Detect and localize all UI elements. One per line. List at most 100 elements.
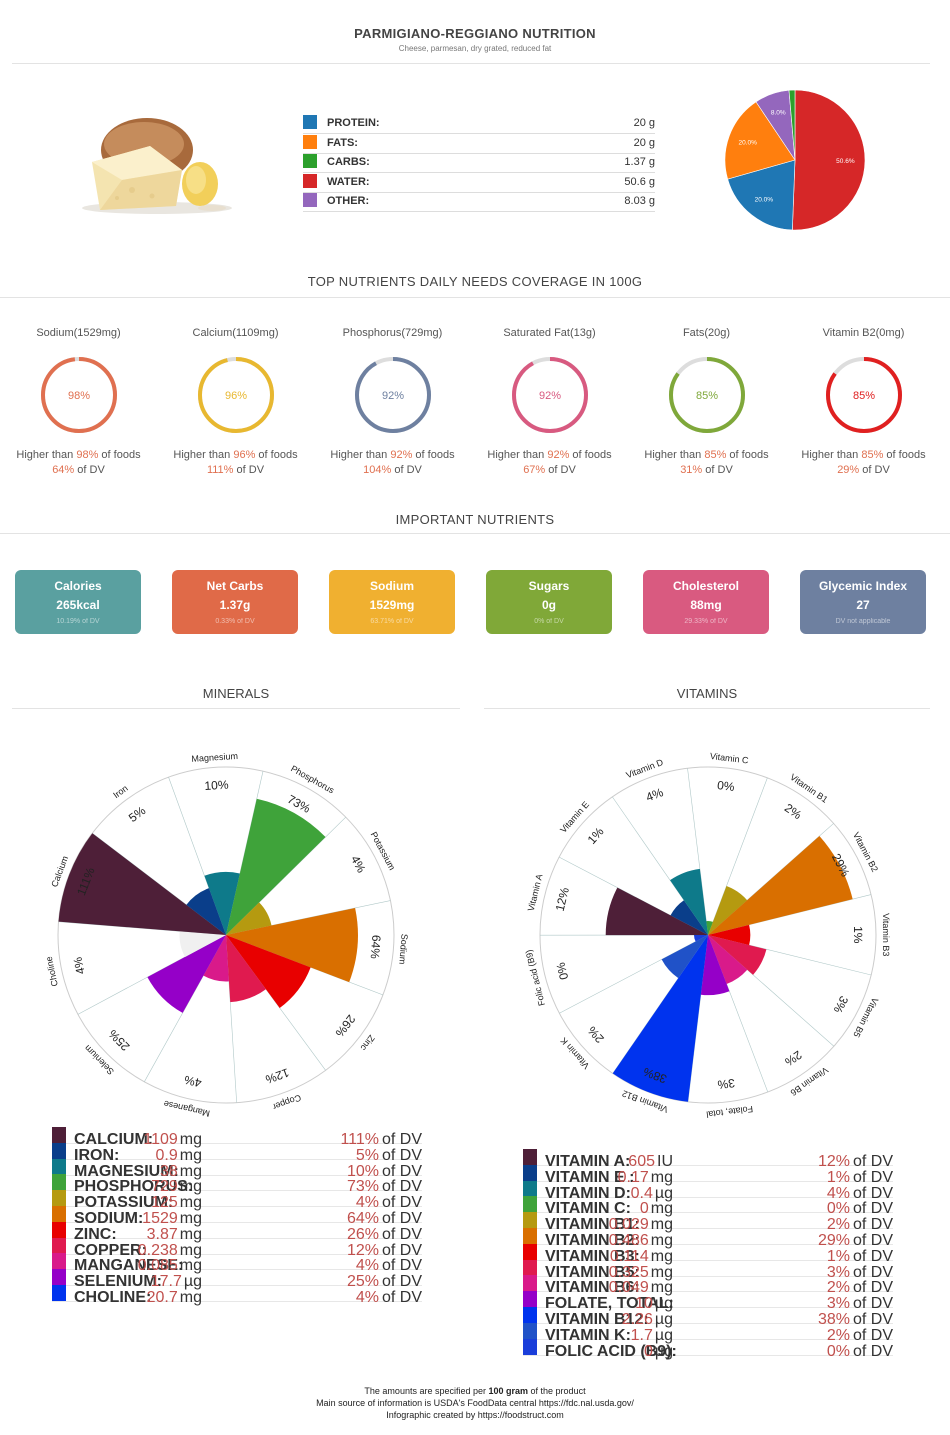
coverage-text: of DV <box>233 464 265 476</box>
row-unit: µg <box>654 1326 673 1344</box>
macro-name: OTHER: <box>327 195 370 207</box>
table-row: VITAMIN B6: 0.049 mg 2% of DV <box>523 1275 893 1296</box>
row-dv-suffix: of DV <box>852 1153 893 1170</box>
polar-category-label: Zinc <box>358 1033 377 1053</box>
row-dv-value: 1% <box>826 1247 850 1265</box>
row-value: 0.238 mg <box>122 1242 202 1260</box>
coverage-percent-text: 92% <box>547 449 570 461</box>
row-dv-suffix: of DV <box>381 1178 422 1196</box>
row-value: 0.114 mg <box>593 1248 673 1266</box>
row-value: 1.7 µg <box>593 1327 673 1345</box>
table-row: VITAMIN B2: 0.486 mg 29% of DV <box>523 1228 893 1249</box>
row-dv: 12% of DV <box>347 1242 422 1260</box>
coverage-item: Saturated Fat(13g) 92% Higher than 92% of … <box>471 327 628 476</box>
coverage-dv-value: 111% <box>206 464 234 476</box>
row-swatch <box>523 1322 537 1339</box>
row-name: VITAMIN B1: <box>545 1216 640 1234</box>
macro-swatch <box>303 173 317 188</box>
row-amount: 0.9 <box>155 1146 178 1164</box>
row-swatch <box>523 1338 537 1355</box>
polar-value-label: 12% <box>553 886 572 913</box>
coverage-text: Higher than <box>173 449 234 461</box>
row-value: 17.7 µg <box>122 1273 202 1291</box>
row-name: FOLIC ACID (B9): <box>545 1342 677 1360</box>
row-swatch <box>52 1221 66 1238</box>
row-value: 729 mg <box>122 1178 202 1196</box>
coverage-text: of foods <box>569 449 612 461</box>
nutrient-card: Calories 265kcal 10.19% of DV <box>15 570 141 634</box>
polar-bar <box>204 871 240 935</box>
row-unit: mg <box>650 1232 673 1249</box>
polar-category-label: Choline <box>44 955 60 987</box>
row-amount: 0 <box>643 1342 653 1360</box>
coverage-percent-text: 92% <box>390 449 413 461</box>
card-dv: 63.71% of DV <box>370 618 414 625</box>
coverage-text: of DV <box>74 464 105 476</box>
row-value: 1109 mg <box>122 1131 202 1149</box>
row-swatch <box>52 1269 66 1286</box>
macro-name: WATER: <box>327 175 370 188</box>
coverage-text: of DV <box>391 464 422 476</box>
row-dv: 2% of DV <box>827 1279 893 1297</box>
coverage-text: of foods <box>255 449 298 461</box>
row-value: 0.085 mg <box>122 1257 202 1275</box>
macro-row: CARBS: 1.37 g <box>303 153 655 173</box>
coverage-item: Sodium(1529mg) 98% Higher than 98% of food… <box>0 327 157 476</box>
row-dv-suffix: of DV <box>852 1295 893 1313</box>
coverage-higher-line: Higher than 98% of foods <box>0 449 157 461</box>
macro-row: OTHER: 8.03 g <box>303 192 655 212</box>
macro-name: CARBS: <box>327 156 370 168</box>
card-name: Net Carbs <box>206 579 264 593</box>
row-dv-value: 29% <box>817 1232 850 1249</box>
table-row: VITAMIN B12: 2.26 µg 38% of DV <box>523 1307 893 1328</box>
row-amount: 1529 <box>142 1210 178 1227</box>
coverage-dv-line: 67% of DV <box>471 464 628 476</box>
row-dv-suffix: of DV <box>381 1257 422 1275</box>
card-dv: 10.19% of DV <box>56 618 100 625</box>
row-dv-suffix: of DV <box>852 1279 893 1297</box>
row-swatch <box>52 1127 66 1143</box>
row-swatch <box>52 1285 66 1301</box>
macro-value: 20 g <box>633 136 655 149</box>
footer-text: of the product <box>528 1386 586 1396</box>
row-dv-suffix: of DV <box>852 1184 893 1202</box>
card-name: Cholesterol <box>672 579 739 593</box>
coverage-dv-line: 29% of DV <box>785 464 942 476</box>
row-unit: mg <box>650 1263 673 1281</box>
row-unit: µg <box>183 1273 202 1291</box>
nutrient-card: Net Carbs 1.37g 0.33% of DV <box>172 570 298 634</box>
row-dv-suffix: of DV <box>381 1273 422 1291</box>
polar-value-label: 4% <box>183 1073 203 1091</box>
row-amount: 1109 <box>143 1131 178 1148</box>
coverage-dv-line: 31% of DV <box>628 464 785 476</box>
card-value: 88mg <box>690 598 722 612</box>
card-name: Sodium <box>370 579 414 593</box>
row-dv-value: 4% <box>826 1184 850 1202</box>
row-amount: 0 <box>639 1200 649 1218</box>
polar-category-label: Magnesium <box>191 751 238 764</box>
pie-slice-label: 8.0% <box>771 109 786 116</box>
macro-value: 1.37 g <box>624 156 655 168</box>
row-dv: 5% of DV <box>356 1147 422 1165</box>
row-unit: mg <box>179 1257 202 1275</box>
cheese-image <box>82 118 232 214</box>
coverage-percent: 85% <box>852 390 874 402</box>
row-dv: 29% of DV <box>818 1232 893 1250</box>
macro-name: FATS: <box>327 136 358 149</box>
row-dv-value: 4% <box>355 1257 379 1275</box>
row-unit: mg <box>179 1178 202 1196</box>
row-amount: 0.085 <box>137 1257 178 1275</box>
row-swatch <box>523 1228 537 1244</box>
coverage-text: Higher than <box>16 449 77 461</box>
coverage-ring-fill <box>668 357 745 433</box>
row-amount: 10 <box>635 1295 653 1313</box>
row-name: VITAMIN B6: <box>545 1279 640 1297</box>
row-swatch <box>523 1149 537 1165</box>
table-row: VITAMIN D: 0.4 µg 4% of DV <box>523 1180 893 1202</box>
coverage-ring: 92% <box>354 357 431 433</box>
coverage-percent: 85% <box>695 390 717 402</box>
row-dv-suffix: of DV <box>852 1326 893 1344</box>
coverage-dv-line: 104% of DV <box>314 464 471 476</box>
polar-value-label: 3% <box>716 1076 735 1092</box>
card-name: Sugars <box>528 579 570 593</box>
